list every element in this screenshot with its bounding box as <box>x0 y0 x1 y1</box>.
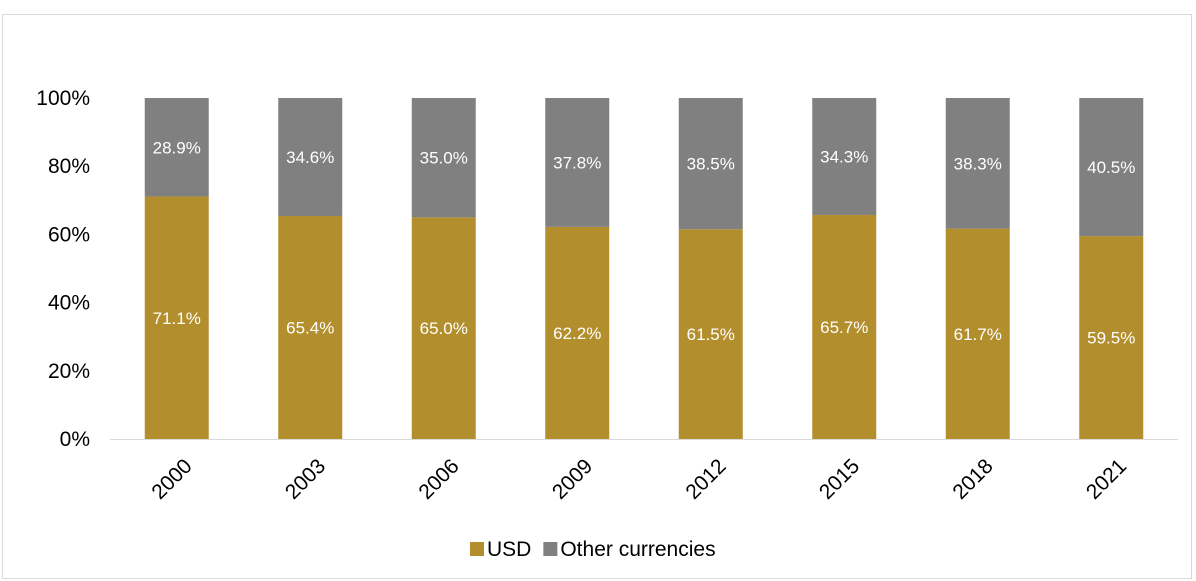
data-label: 71.1% <box>153 309 201 328</box>
x-tick-label: 2018 <box>948 455 997 504</box>
data-label: 34.3% <box>820 147 868 166</box>
legend-swatch-usd <box>470 542 484 556</box>
x-tick-label: 2021 <box>1082 455 1131 504</box>
x-tick-label: 2006 <box>414 455 463 504</box>
data-label: 65.4% <box>286 318 334 337</box>
legend-label-usd: USD <box>487 538 531 561</box>
bar-segment-other-2021 <box>1079 98 1144 237</box>
x-tick-label: 2000 <box>147 455 196 504</box>
data-label: 35.0% <box>420 149 468 168</box>
data-label: 38.5% <box>687 155 735 174</box>
bar-segment-usd-2021 <box>1079 236 1144 439</box>
bar-segment-other-2009 <box>545 98 610 227</box>
bar-segment-usd-2012 <box>678 229 743 439</box>
legend-label-other: Other currencies <box>560 538 715 561</box>
bar-segment-other-2006 <box>411 98 476 218</box>
bar-segment-usd-2000 <box>144 196 209 439</box>
data-label: 61.5% <box>687 325 735 344</box>
x-tick-label: 2015 <box>815 455 864 504</box>
bar-segment-other-2015 <box>812 98 877 215</box>
data-label: 40.5% <box>1087 158 1135 177</box>
bar-segment-usd-2018 <box>945 228 1010 439</box>
y-tick-label: 80% <box>48 155 90 178</box>
data-label: 61.7% <box>954 325 1002 344</box>
bar-segment-other-2012 <box>678 98 743 230</box>
y-tick-label: 40% <box>48 292 90 315</box>
bar-segment-usd-2015 <box>812 214 877 439</box>
x-tick-label: 2009 <box>548 455 597 504</box>
y-tick-label: 60% <box>48 223 90 246</box>
legend-swatch-other <box>543 542 558 556</box>
bar-segment-other-2000 <box>144 98 209 197</box>
x-tick-label: 2012 <box>681 455 730 504</box>
data-label: 59.5% <box>1087 329 1135 348</box>
bar-segment-usd-2009 <box>545 226 610 439</box>
y-tick-label: 100% <box>36 87 90 110</box>
bar-segment-usd-2006 <box>411 217 476 439</box>
data-label: 65.0% <box>420 319 468 338</box>
data-label: 34.6% <box>286 148 334 167</box>
y-tick-label: 0% <box>60 428 90 451</box>
data-label: 38.3% <box>954 154 1002 173</box>
data-label: 37.8% <box>553 153 601 172</box>
y-tick-label: 20% <box>48 360 90 383</box>
x-tick-label: 2003 <box>281 455 330 504</box>
bar-segment-other-2018 <box>945 98 1010 229</box>
data-label: 28.9% <box>153 138 201 157</box>
data-label: 62.2% <box>553 324 601 343</box>
bar-segment-usd-2003 <box>278 215 343 439</box>
bar-segment-other-2003 <box>278 98 343 216</box>
data-label: 65.7% <box>820 318 868 337</box>
